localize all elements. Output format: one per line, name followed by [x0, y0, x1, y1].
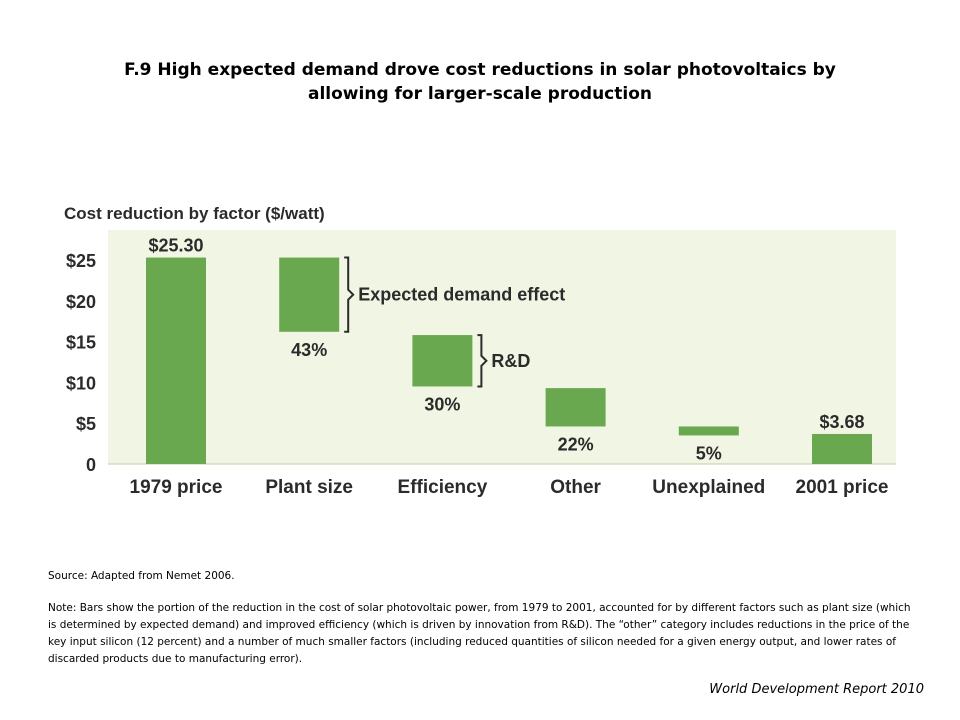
x-tick-label: Other — [550, 477, 601, 498]
bar — [279, 257, 340, 332]
data-label: 22% — [558, 434, 594, 454]
report-credit: World Development Report 2010 — [709, 682, 924, 697]
bar — [545, 388, 606, 427]
data-label: 5% — [696, 443, 722, 463]
y-tick-label: 0 — [86, 455, 96, 475]
bar — [812, 433, 872, 464]
data-label: 43% — [291, 340, 327, 360]
x-tick-label: 1979 price — [130, 477, 223, 498]
y-tick-label: $5 — [76, 414, 96, 434]
y-axis: 0 $5 $10 $15 $20 $25 — [66, 251, 96, 475]
y-tick-label: $15 — [66, 333, 96, 353]
x-tick-label: 2001 price — [796, 477, 889, 498]
x-axis: 1979 price Plant size Efficiency Other Unexp… — [130, 477, 889, 498]
chart: Cost reduction by factor ($/watt) 0 $5 $10… — [64, 204, 896, 498]
source-note: Source: Adapted from Nemet 2006. — [48, 570, 235, 582]
bars — [146, 257, 872, 464]
bar — [146, 257, 206, 464]
x-tick-label: Unexplained — [652, 477, 765, 498]
bracket — [477, 334, 488, 388]
bar — [412, 335, 473, 387]
chart-title: Cost reduction by factor ($/watt) — [64, 204, 325, 223]
x-tick-label: Plant size — [265, 477, 353, 498]
annotation-label: R&D — [491, 351, 530, 371]
explanatory-note: Note: Bars show the portion of the reduc… — [48, 602, 911, 665]
annotations: Expected demand effect R&D — [344, 256, 565, 388]
x-tick-label: Efficiency — [398, 477, 488, 498]
annotation-label: Expected demand effect — [358, 285, 565, 305]
bar — [678, 426, 739, 436]
y-tick-label: $10 — [66, 373, 96, 393]
y-tick-label: $25 — [66, 251, 96, 271]
bracket — [344, 256, 355, 333]
data-label: $25.30 — [148, 236, 203, 256]
data-labels: $25.30 43% 30% 22% 5% $3.68 — [148, 236, 864, 464]
plot-background — [108, 230, 896, 464]
data-label: $3.68 — [819, 412, 864, 432]
y-tick-label: $20 — [66, 292, 96, 312]
slide-title: F.9 High expected demand drove cost redu… — [124, 60, 836, 104]
data-label: 30% — [424, 394, 460, 414]
